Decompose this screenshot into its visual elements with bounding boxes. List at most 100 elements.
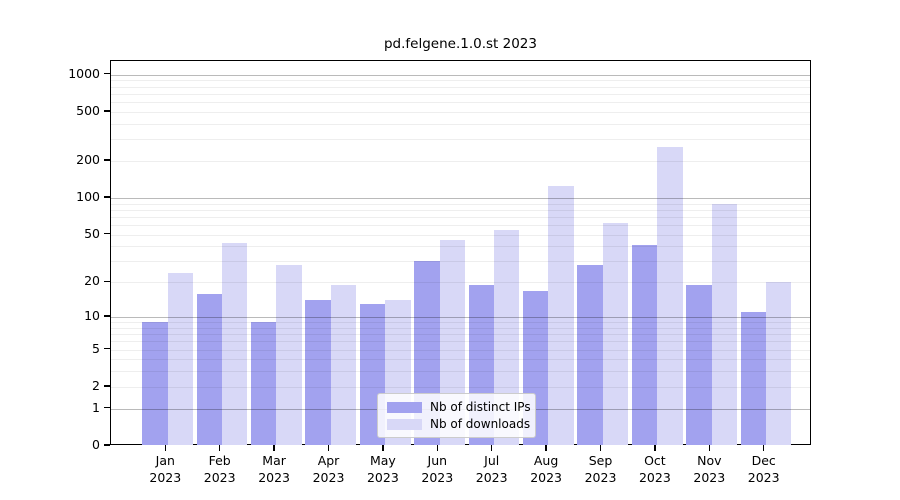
legend-label-distinct-ips: Nb of distinct IPs — [430, 400, 531, 414]
y-tick-label: 1 — [92, 399, 100, 415]
y-tick-mark — [104, 280, 110, 283]
minor-gridline — [111, 246, 810, 248]
y-tick-label: 10 — [84, 308, 100, 324]
minor-gridline — [111, 334, 810, 336]
y-tick-mark — [104, 407, 110, 409]
y-tick-mark — [104, 110, 110, 112]
minor-gridline — [111, 282, 810, 284]
legend: Nb of distinct IPs Nb of downloads — [377, 393, 536, 438]
minor-gridline — [111, 102, 810, 104]
minor-gridline — [111, 327, 810, 329]
legend-label-downloads: Nb of downloads — [430, 417, 531, 431]
y-tick-label: 0 — [92, 437, 100, 452]
y-tick-mark — [104, 385, 110, 387]
y-tick-mark — [104, 444, 110, 446]
bar-downloads-feb — [222, 242, 248, 445]
minor-gridline — [111, 111, 810, 113]
y-tick-mark — [104, 72, 110, 75]
x-tick-mark — [219, 445, 221, 451]
y-tick-label: 20 — [84, 273, 100, 289]
minor-gridline — [111, 93, 810, 95]
y-tick-mark — [104, 347, 110, 350]
minor-gridline — [111, 386, 810, 388]
x-tick-label-jun: Jun 2023 — [421, 453, 454, 485]
bar-downloads-sep — [602, 223, 629, 445]
x-tick-label-mar: Mar 2023 — [258, 453, 290, 485]
legend-item-distinct-ips: Nb of distinct IPs — [387, 400, 531, 414]
x-tick-mark — [708, 445, 710, 451]
minor-gridline — [111, 209, 810, 211]
minor-gridline — [111, 225, 810, 227]
major-gridline — [111, 74, 810, 76]
minor-gridline — [111, 123, 810, 125]
chart-title: pd.felgene.1.0.st 2023 — [383, 36, 537, 52]
y-tick-mark — [104, 196, 110, 198]
bar-distinct-ips-mar — [251, 322, 277, 445]
bar-downloads-dec — [766, 282, 792, 445]
x-tick-mark — [327, 445, 330, 451]
x-tick-mark — [273, 445, 275, 451]
bar-downloads-aug — [548, 186, 574, 445]
bar-distinct-ips-jan — [142, 322, 168, 445]
bar-downloads-oct — [657, 146, 683, 445]
minor-gridline — [111, 341, 810, 343]
y-tick-label: 50 — [84, 225, 100, 241]
x-tick-label-oct: Oct 2023 — [638, 453, 671, 485]
y-tick-label: 1000 — [68, 65, 100, 81]
legend-item-downloads: Nb of downloads — [387, 417, 531, 431]
x-tick-mark — [654, 445, 656, 451]
x-tick-label-feb: Feb 2023 — [203, 453, 236, 485]
y-tick-label: 5 — [92, 340, 100, 356]
x-tick-mark — [545, 445, 547, 451]
minor-gridline — [111, 349, 810, 351]
x-tick-mark — [763, 445, 765, 451]
bar-downloads-nov — [711, 203, 737, 445]
bar-downloads-apr — [330, 284, 357, 445]
x-tick-label-apr: Apr 2023 — [312, 453, 345, 485]
x-tick-label-jan: Jan 2023 — [149, 453, 182, 485]
bar-downloads-mar — [276, 265, 302, 445]
x-tick-mark — [491, 445, 493, 451]
x-tick-mark — [599, 445, 602, 451]
y-tick-label: 500 — [76, 102, 100, 118]
x-tick-mark — [382, 445, 384, 451]
bar-distinct-ips-apr — [305, 300, 331, 445]
minor-gridline — [111, 322, 810, 324]
downloads-swatch-icon — [387, 418, 422, 430]
minor-gridline — [111, 359, 810, 361]
bar-distinct-ips-oct — [631, 245, 658, 445]
y-tick-label: 100 — [76, 188, 100, 204]
x-tick-mark — [436, 445, 438, 451]
y-tick-label: 2 — [92, 377, 100, 393]
x-tick-label-jul: Jul 2023 — [475, 453, 508, 485]
major-gridline — [111, 317, 810, 319]
x-tick-label-aug: Aug 2023 — [530, 453, 562, 485]
y-tick-mark — [104, 232, 110, 235]
x-tick-label-sep: Sep 2023 — [584, 453, 617, 485]
x-tick-label-may: May 2023 — [366, 453, 399, 485]
minor-gridline — [111, 139, 810, 141]
distinct-ips-swatch-icon — [387, 401, 422, 413]
minor-gridline — [111, 216, 810, 218]
minor-gridline — [111, 80, 810, 82]
bar-distinct-ips-sep — [577, 265, 603, 445]
minor-gridline — [111, 371, 810, 373]
bar-distinct-ips-feb — [196, 293, 222, 445]
plot-area — [110, 60, 811, 445]
minor-gridline — [111, 160, 810, 162]
minor-gridline — [111, 234, 810, 236]
y-tick-mark — [104, 315, 110, 317]
minor-gridline — [111, 261, 810, 263]
x-tick-mark — [164, 445, 166, 451]
major-gridline — [111, 197, 810, 199]
y-tick-mark — [104, 159, 110, 161]
bar-downloads-jan — [167, 272, 193, 445]
y-tick-label: 200 — [76, 151, 100, 167]
bar-distinct-ips-dec — [740, 312, 766, 445]
minor-gridline — [111, 86, 810, 88]
x-tick-label-dec: Dec 2023 — [747, 453, 780, 485]
minor-gridline — [111, 203, 810, 205]
bar-distinct-ips-nov — [686, 284, 712, 445]
x-tick-label-nov: Nov 2023 — [693, 453, 726, 485]
